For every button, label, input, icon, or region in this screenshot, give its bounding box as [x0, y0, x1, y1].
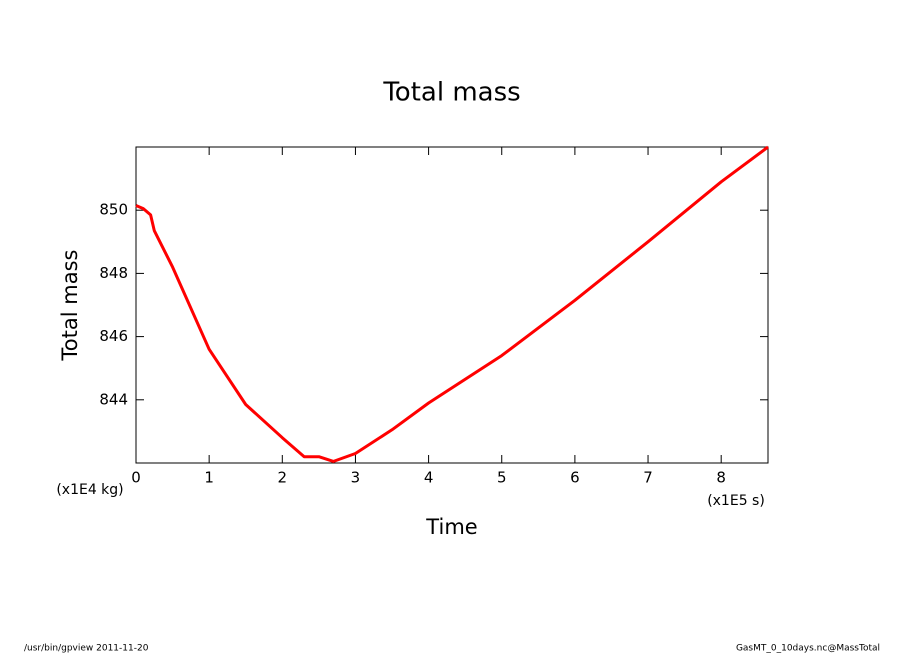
x-tick-label: 6 — [570, 469, 580, 487]
x-tick-label: 7 — [643, 469, 653, 487]
x-tick-label: 4 — [424, 469, 434, 487]
x-axis-label: Time — [425, 515, 477, 539]
footer-right: GasMT_0_10days.nc@MassTotal — [736, 644, 880, 654]
footer-left: /usr/bin/gpview 2011-11-20 — [24, 644, 149, 654]
y-axis-label: Total mass — [58, 250, 82, 362]
chart-title: Total mass — [382, 78, 520, 108]
x-tick-label: 2 — [278, 469, 288, 487]
y-tick-label: 848 — [99, 264, 128, 282]
y-tick-label: 850 — [99, 201, 128, 219]
plot-frame — [135, 146, 769, 464]
x-tick-label: 1 — [204, 469, 214, 487]
data-line — [135, 145, 769, 463]
x-units: (x1E5 s) — [707, 493, 765, 509]
x-tick-label: 0 — [131, 469, 141, 487]
y-tick-label: 846 — [99, 327, 128, 345]
y-tick-label: 844 — [99, 390, 128, 408]
x-tick-label: 5 — [497, 469, 507, 487]
y-units: (x1E4 kg) — [56, 482, 123, 498]
x-tick-label: 3 — [351, 469, 361, 487]
x-tick-label: 8 — [716, 469, 726, 487]
